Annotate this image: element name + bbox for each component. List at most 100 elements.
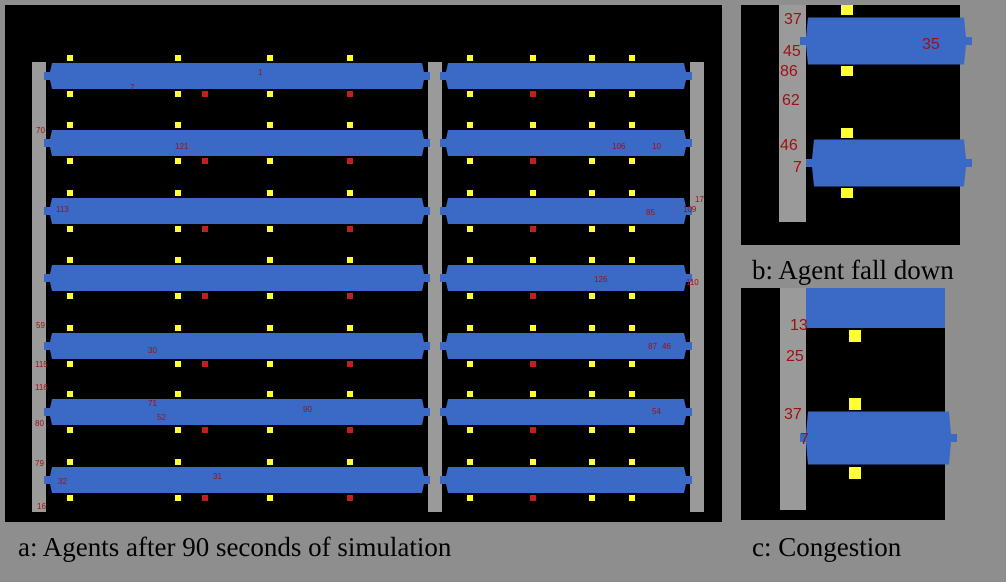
door	[67, 361, 73, 367]
agent-dot	[530, 91, 536, 97]
figure: a: Agents after 90 seconds of simulation…	[0, 0, 1006, 582]
door	[467, 257, 473, 263]
corridor	[44, 198, 430, 224]
agent-label: 71	[148, 399, 157, 408]
door	[589, 158, 595, 164]
door	[467, 91, 473, 97]
door	[629, 495, 635, 501]
door	[175, 361, 181, 367]
door	[175, 495, 181, 501]
agent-label: 7	[130, 83, 135, 92]
agent-label: 80	[35, 419, 44, 428]
door	[467, 391, 473, 397]
agent-label: 109	[683, 205, 697, 214]
wall	[428, 62, 442, 512]
door	[175, 91, 181, 97]
door	[67, 391, 73, 397]
corridor	[440, 265, 692, 291]
agent-dot	[202, 427, 208, 433]
door	[175, 325, 181, 331]
agent-label: 31	[213, 472, 222, 481]
caption-a: a: Agents after 90 seconds of simulation	[18, 532, 452, 562]
door	[347, 122, 353, 128]
door	[467, 427, 473, 433]
corridor	[806, 140, 972, 187]
agent-label: 1	[258, 68, 263, 77]
door	[175, 122, 181, 128]
door	[175, 391, 181, 397]
door	[467, 459, 473, 465]
door	[67, 158, 73, 164]
agent-label: 59	[36, 321, 45, 330]
door	[67, 495, 73, 501]
agent-dot	[347, 293, 353, 299]
door	[267, 459, 273, 465]
agent-dot	[530, 226, 536, 232]
agent-label: 110	[686, 278, 699, 287]
door	[175, 257, 181, 263]
door	[347, 325, 353, 331]
door	[467, 325, 473, 331]
door	[841, 5, 853, 15]
agent-label: 25	[786, 348, 804, 365]
door	[589, 459, 595, 465]
door	[467, 293, 473, 299]
door	[67, 257, 73, 263]
agent-label: 32	[58, 477, 67, 486]
door	[530, 190, 536, 196]
door	[629, 459, 635, 465]
door	[67, 55, 73, 61]
agent-label: 85	[646, 208, 655, 217]
door	[467, 190, 473, 196]
door	[849, 467, 861, 479]
corridor	[806, 288, 945, 328]
page: {"panels": [ {"caption": "a: Agents afte…	[0, 0, 1006, 582]
agent-label: 79	[35, 459, 44, 468]
corridor	[44, 130, 430, 156]
door	[175, 427, 181, 433]
door	[589, 293, 595, 299]
door	[629, 190, 635, 196]
door	[629, 293, 635, 299]
agent-label: 37	[784, 406, 802, 423]
agent-label: 113	[56, 205, 69, 214]
agent-dot	[202, 293, 208, 299]
corridor	[44, 333, 430, 359]
agent-label: 70	[36, 126, 45, 135]
caption-c: c: Congestion	[752, 532, 902, 562]
door	[67, 293, 73, 299]
door	[467, 361, 473, 367]
door	[589, 495, 595, 501]
door	[589, 190, 595, 196]
door	[589, 325, 595, 331]
door	[267, 122, 273, 128]
door	[530, 55, 536, 61]
door	[629, 427, 635, 433]
agent-label: 52	[157, 413, 166, 422]
agent-label: 126	[594, 275, 608, 284]
door	[589, 257, 595, 263]
door	[267, 495, 273, 501]
agent-dot	[202, 91, 208, 97]
door	[589, 391, 595, 397]
door	[267, 158, 273, 164]
door	[267, 91, 273, 97]
door	[629, 55, 635, 61]
door	[267, 391, 273, 397]
agent-dot	[347, 91, 353, 97]
door	[589, 226, 595, 232]
door	[629, 91, 635, 97]
door	[629, 325, 635, 331]
door	[347, 391, 353, 397]
door	[67, 122, 73, 128]
door	[849, 398, 861, 410]
door	[267, 226, 273, 232]
door	[589, 55, 595, 61]
door	[267, 361, 273, 367]
agent-dot	[347, 495, 353, 501]
door	[589, 91, 595, 97]
agent-dot	[530, 158, 536, 164]
door	[589, 122, 595, 128]
agent-dot	[347, 226, 353, 232]
agent-label: 16	[37, 502, 46, 511]
